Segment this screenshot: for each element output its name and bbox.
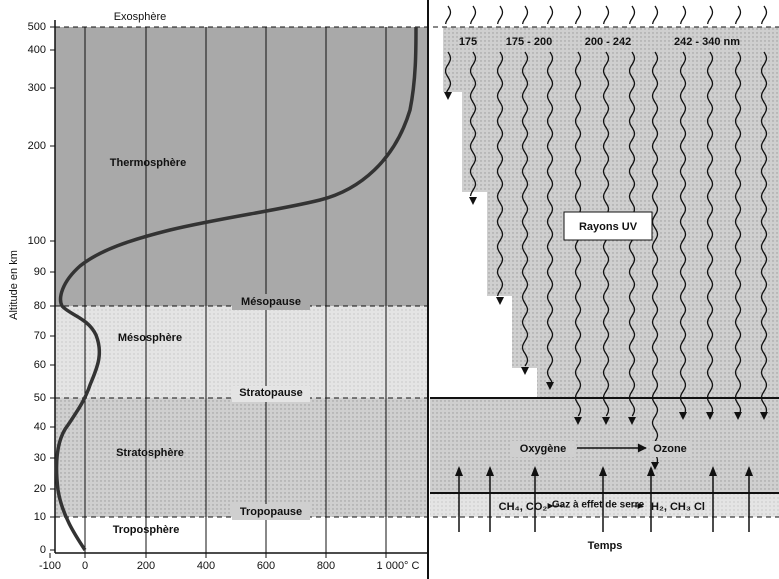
y-tick-label: 90	[34, 266, 46, 278]
arrow-head	[521, 367, 529, 375]
gas-label: H₂, CH₃ Cl	[651, 501, 705, 513]
layer-label: Stratosphère	[116, 447, 184, 459]
wavelength-label: 175 - 200	[506, 36, 552, 48]
uv-ray-top	[736, 6, 741, 24]
uv-ray-top	[653, 6, 658, 24]
layer-label: Exosphère	[114, 11, 167, 23]
ozone-label: Ozone	[653, 443, 687, 455]
y-tick-label: 80	[34, 300, 46, 312]
arrow-head	[469, 197, 477, 205]
uv-ray-top	[604, 6, 609, 24]
x-tick-label: 600	[257, 560, 275, 572]
y-tick-label: 10	[34, 511, 46, 523]
stratosphere-zone	[55, 398, 428, 517]
uv-ray-top	[498, 6, 503, 24]
x-ticks: -100 0 200 400 600 800 1 000° C	[39, 553, 420, 572]
x-tick-label: 800	[317, 560, 335, 572]
wavelength-label: 175	[459, 36, 477, 48]
y-tick-label: 70	[34, 330, 46, 342]
x-tick-label: 0	[82, 560, 88, 572]
y-tick-label: 400	[28, 44, 46, 56]
mesosphere-zone	[55, 306, 428, 398]
layer-label: Stratopause	[239, 387, 303, 399]
layer-label: Mésopause	[241, 296, 301, 308]
layer-label: Thermosphère	[110, 157, 186, 169]
uv-ray-top	[523, 6, 528, 24]
x-tick-label: 1 000° C	[377, 560, 420, 572]
uv-ray-top	[708, 6, 713, 24]
uv-ray-top	[630, 6, 635, 24]
y-tick-label: 300	[28, 82, 46, 94]
layer-label: Mésosphère	[118, 332, 182, 344]
y-tick-label: 100	[28, 235, 46, 247]
y-tick-label: 40	[34, 421, 46, 433]
y-tick-label: 60	[34, 359, 46, 371]
uv-ray-top	[471, 6, 476, 24]
uv-ray-top	[548, 6, 553, 24]
uv-ray-top	[576, 6, 581, 24]
y-tick-label: 50	[34, 392, 46, 404]
wavelength-label: 242 - 340 nm	[674, 36, 740, 48]
arrow-head	[496, 297, 504, 305]
y-tick-label: 20	[34, 483, 46, 495]
ozone-layer-zone	[430, 398, 779, 493]
wavelength-label: 200 - 242	[585, 36, 631, 48]
y-tick-label: 200	[28, 140, 46, 152]
x-tick-label: -100	[39, 560, 61, 572]
uv-label: Rayons UV	[579, 221, 638, 233]
x-tick-label: 200	[137, 560, 155, 572]
uv-ray-top	[681, 6, 686, 24]
layer-label: Tropopause	[240, 506, 302, 518]
arrow-head	[444, 92, 452, 100]
y-tick-label: 500	[28, 21, 46, 33]
gas-label: CH₄, CO₂	[499, 501, 548, 513]
x-tick-label: 400	[197, 560, 215, 572]
uv-ray-top	[762, 6, 767, 24]
layer-label: Troposphère	[113, 524, 180, 536]
y-tick-label: 0	[40, 544, 46, 556]
y-axis-title: Altitude en km	[8, 250, 20, 320]
time-label: Temps	[588, 540, 623, 552]
gas-label: Gaz à effet de serre	[552, 500, 645, 511]
oxygen-label: Oxygène	[520, 443, 566, 455]
atmosphere-diagram: 5004003002001009080706050403020100 -1000…	[0, 0, 779, 579]
y-tick-label: 30	[34, 452, 46, 464]
uv-ray-top	[446, 6, 451, 24]
